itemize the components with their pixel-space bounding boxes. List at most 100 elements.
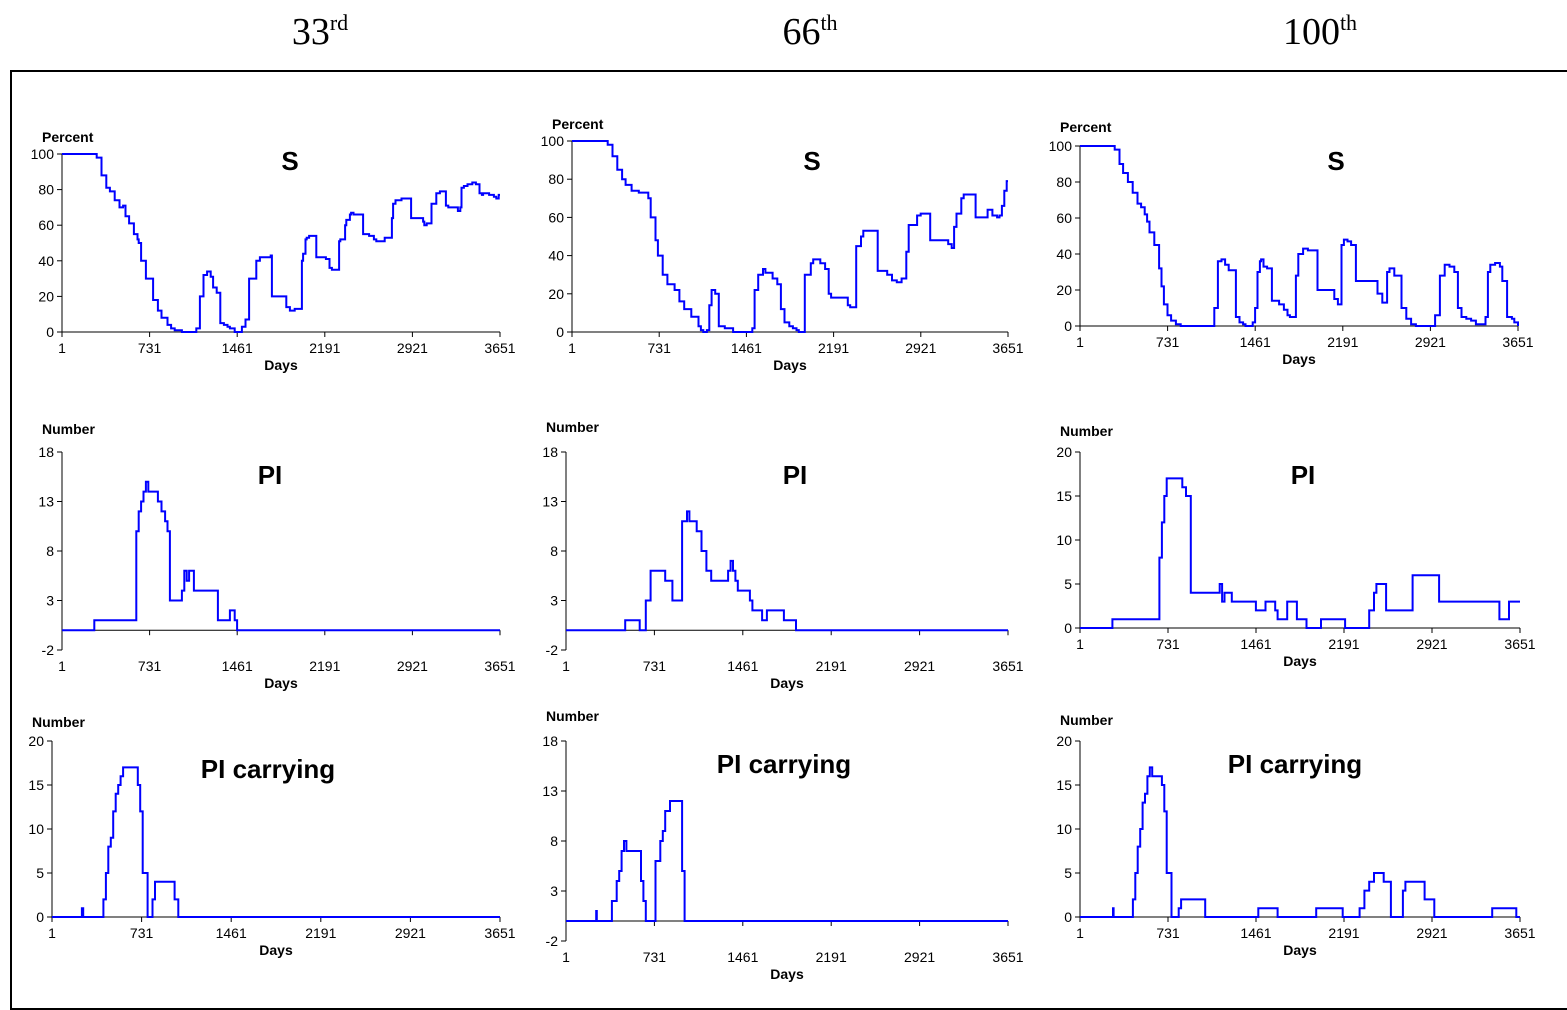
x-tick-label: 1 [58,658,66,674]
x-axis-label: Days [770,966,804,982]
chart-title: S [803,146,820,176]
y-tick-label: 3 [550,593,558,609]
x-tick-label: 2921 [904,949,935,965]
x-tick-label: 3651 [484,340,515,356]
chart-title: S [281,146,298,176]
y-tick-label: 80 [1056,174,1072,190]
series-line [62,153,500,333]
chart-title: PI carrying [201,754,335,784]
y-tick-label: -2 [546,642,559,658]
column-title-base: 66 [782,11,821,53]
x-tick-label: 1461 [731,340,762,356]
y-tick-label: 8 [550,833,558,849]
y-tick-label: 40 [38,253,54,269]
x-tick-label: 1 [48,925,56,941]
y-tick-label: 0 [1064,909,1072,925]
y-tick-label: 5 [1064,576,1072,592]
x-tick-label: 1 [58,340,66,356]
y-tick-label: 5 [1064,865,1072,881]
x-tick-label: 2191 [816,949,847,965]
y-tick-label: 20 [1056,444,1072,460]
y-axis-label: Number [1060,423,1113,439]
x-tick-label: 2191 [816,658,847,674]
column-title-suffix: th [1339,10,1358,35]
y-axis-label: Percent [552,116,604,132]
y-tick-label: 100 [1049,138,1073,154]
chart-title: PI carrying [717,749,851,779]
y-tick-label: 13 [542,494,558,510]
x-tick-label: 1461 [1240,334,1271,350]
chart-title: PI [1291,460,1316,490]
x-tick-label: 731 [643,658,667,674]
y-tick-label: 60 [38,217,54,233]
y-tick-label: 0 [1064,620,1072,636]
y-axis-label: Number [42,421,95,437]
column-title-suffix: th [820,10,838,35]
x-tick-label: 1 [1076,334,1084,350]
x-tick-label: 1461 [1240,636,1271,652]
y-tick-label: 10 [1056,532,1072,548]
y-tick-label: 15 [28,777,44,793]
y-tick-label: 5 [36,865,44,881]
y-tick-label: 20 [548,286,564,302]
x-tick-label: 731 [643,949,667,965]
x-tick-label: 1 [562,949,570,965]
series-line [1080,477,1520,629]
y-tick-label: 20 [38,288,54,304]
y-tick-label: 13 [38,494,54,510]
x-axis-label: Days [264,675,298,691]
x-tick-label: 2191 [818,340,849,356]
y-tick-label: 100 [31,146,55,162]
chart-c4: -2 3 8 13 18 1 731 1461 2191 2921 3651 Number Days PI [38,421,515,691]
series-line [566,510,1008,632]
y-tick-label: 60 [548,209,564,225]
chart-c3: 0 20 40 60 80 100 1 731 1461 2191 2921 3651 Percent D… [1049,119,1534,367]
y-tick-label: 0 [36,909,44,925]
y-tick-label: -2 [546,933,559,949]
y-tick-label: 18 [38,444,54,460]
x-tick-label: 1461 [727,949,758,965]
y-tick-label: 15 [1056,777,1072,793]
x-tick-label: 1 [1076,925,1084,941]
y-tick-label: 10 [1056,821,1072,837]
x-tick-label: 731 [1156,925,1180,941]
y-axis-label: Percent [42,129,94,145]
y-axis-label: Percent [1060,119,1112,135]
x-tick-label: 2921 [1416,925,1447,941]
y-tick-label: 80 [38,182,54,198]
y-tick-label: 80 [548,171,564,187]
chart-c2: 0 20 40 60 80 100 1 731 1461 2191 2921 3651 Percent D… [541,116,1024,373]
y-tick-label: 20 [28,733,44,749]
x-tick-label: 2921 [905,340,936,356]
y-axis-label: Number [1060,712,1113,728]
x-tick-label: 1461 [222,658,253,674]
column-title-base: 100 [1282,11,1340,53]
chart-title: PI [258,460,283,490]
series-line [62,480,500,632]
x-tick-label: 1461 [222,340,253,356]
y-tick-label: 18 [542,444,558,460]
y-axis-label: Number [546,419,599,435]
y-axis-label: Number [546,708,599,724]
x-tick-label: 1461 [727,658,758,674]
x-tick-label: 731 [1156,334,1180,350]
x-tick-label: 2191 [1328,925,1359,941]
x-tick-label: 2191 [1328,636,1359,652]
x-tick-label: 2921 [397,658,428,674]
x-tick-label: 3651 [1504,925,1535,941]
x-tick-label: 2921 [1415,334,1446,350]
column-title-suffix: rd [329,10,349,35]
y-tick-label: 0 [1064,318,1072,334]
y-tick-label: 18 [542,733,558,749]
x-tick-label: 3651 [992,658,1023,674]
y-tick-label: 40 [1056,246,1072,262]
x-tick-label: 731 [648,340,672,356]
y-tick-label: 3 [550,883,558,899]
x-tick-label: 1 [568,340,576,356]
y-tick-label: -2 [42,642,55,658]
x-tick-label: 731 [130,925,154,941]
x-tick-label: 2921 [397,340,428,356]
y-tick-label: 100 [541,133,565,149]
y-tick-label: 20 [1056,733,1072,749]
